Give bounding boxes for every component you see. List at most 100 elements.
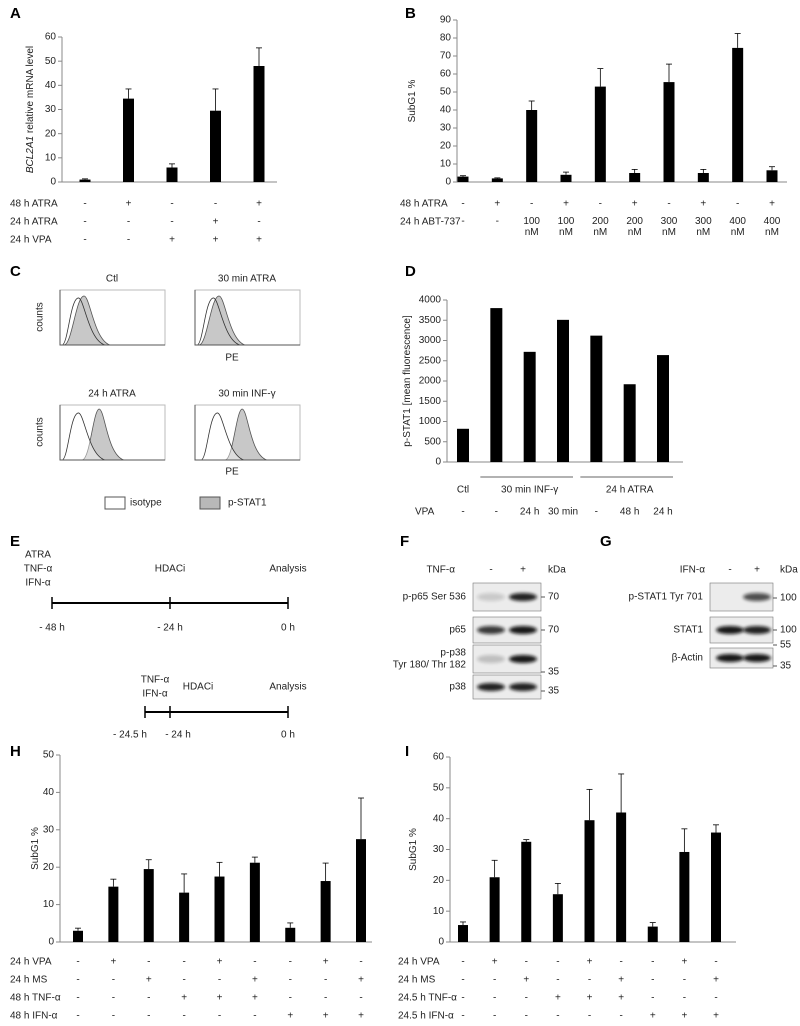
timeline-treatment: HDACi [155,564,186,575]
y-tick-label: 3500 [419,315,442,326]
bar [629,173,641,182]
condition-value: - [127,235,130,246]
bar [732,47,744,183]
timeline-treatment: IFN-α [25,578,50,589]
condition-value: - [461,957,464,968]
blot-band [716,626,744,634]
condition-value: - [147,993,150,1004]
bar [526,110,538,182]
bar [657,355,669,462]
error-bar [523,839,530,842]
blot-row-label: Tyr 180/ Thr 182 [393,660,467,671]
y-axis-label-text: SubG1 % [30,827,41,870]
condition-cell: 100 nM [523,216,540,238]
flow-y-label: counts [35,302,46,331]
error-bar [256,47,262,66]
condition-label: 48 h ATRA [400,199,448,210]
group-label: 30 min INF-γ [501,485,558,496]
mw-marker: 70 [548,592,560,603]
condition-value: + [126,199,132,210]
condition-value: + [217,993,223,1004]
condition-label: 24 h MS [10,975,48,986]
y-tick-label: 40 [433,813,445,824]
y-tick-label: 40 [43,787,55,798]
timeline-time: - 24 h [165,730,191,741]
condition-value: - [495,507,498,518]
y-tick-label: 0 [438,937,444,948]
condition-value: - [667,199,670,210]
condition-value: + [492,957,498,968]
blot-band [509,593,537,601]
condition-value: + [358,975,364,986]
y-tick-label: 0 [48,937,54,948]
y-tick-label: 70 [440,51,452,62]
condition-value: 400 nM [763,216,781,238]
y-tick-label: 60 [45,32,57,43]
error-bar [734,33,741,48]
condition-value: - [76,1011,79,1022]
bar [143,869,154,942]
legend-label: p-STAT1 [228,498,267,509]
bar [123,98,134,182]
condition-value: - [461,507,464,518]
y-tick-label: 20 [43,862,55,873]
error-bar [494,177,501,179]
condition-value: - [76,975,79,986]
condition-label: 24 h VPA [398,957,440,968]
condition-value: 200 nM [626,216,643,238]
condition-value: + [713,975,719,986]
condition-value: + [181,993,187,1004]
bar [249,862,260,942]
condition-value: 400 nM [729,216,746,238]
error-bar [769,166,775,171]
condition-value: + [358,1011,364,1022]
mw-unit: kDa [780,565,798,576]
timeline-treatment: TNF-α [141,675,170,686]
blot-band [477,593,505,601]
y-tick-label: 10 [440,159,452,170]
y-tick-label: 30 [433,844,445,855]
condition-value: - [214,199,217,210]
condition-value: 24 h [520,507,539,518]
blot-band [509,626,537,634]
mw-marker: 70 [548,625,560,636]
y-axis-label-gene: BCL2A1 [25,136,36,173]
error-bar [251,856,258,863]
condition-value: - [218,975,221,986]
panel-letter: F [400,533,409,550]
flow-y-label: counts [35,417,46,446]
condition-value: - [289,957,292,968]
error-bar [212,88,219,111]
condition-value: - [359,957,362,968]
condition-value: 100 nM [557,216,575,238]
blot-row-label: p-STAT1 Tyr 701 [629,592,704,603]
condition-label: 24 h VPA [10,957,52,968]
condition-cell: 200 nM [592,216,609,238]
condition-value: + [618,975,624,986]
error-bar [681,828,688,852]
error-bar [216,861,223,877]
error-bar [631,168,638,173]
flow-title: 30 min ATRA [218,274,276,285]
condition-value: - [83,199,86,210]
condition-value: - [112,975,115,986]
condition-value: - [651,957,654,968]
condition-value: + [323,1011,329,1022]
condition-label: 24 h VPA [10,235,52,246]
lane-label: - [728,565,731,576]
condition-value: + [632,199,638,210]
condition-value: - [182,957,185,968]
error-bar [563,171,569,175]
condition-value: - [556,957,559,968]
blot-row-label: p65 [449,625,466,636]
condition-value: + [700,199,706,210]
condition-value: - [714,957,717,968]
condition-value: + [494,199,500,210]
flow-plot [194,289,301,346]
mw-marker: 35 [548,686,560,697]
y-tick-label: 1000 [419,416,442,427]
bar [711,832,721,942]
bar [523,351,536,462]
mw-marker: 35 [548,667,560,678]
condition-value: + [217,957,223,968]
